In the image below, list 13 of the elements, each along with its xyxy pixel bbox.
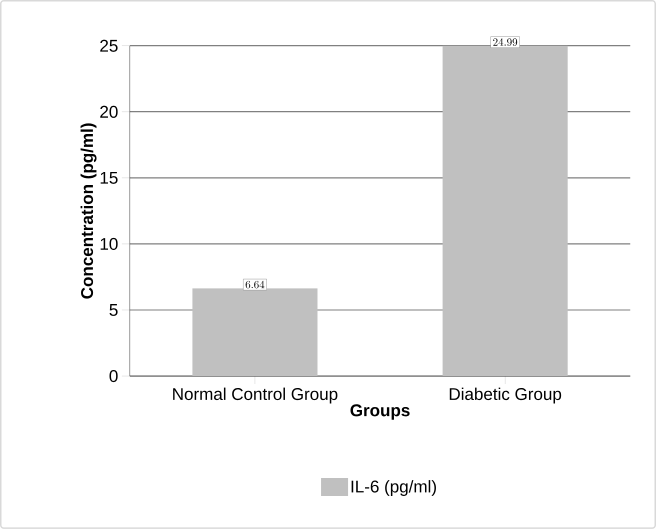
y-tick-label: 10 [100,238,118,250]
x-tick-label: Diabetic Group [450,388,562,404]
y-tick-label: 15 [100,172,118,184]
y-tick-label: 5 [110,304,118,316]
data-label: 24.99 [493,38,518,46]
y-tick-label: 20 [100,106,118,118]
legend-label: IL-6 (pg/ml) [352,480,436,496]
y-axis-title: Concentration (pg/ml) [80,123,97,299]
y-tick-label: 25 [100,40,118,52]
data-label: 6.64 [246,280,264,288]
x-axis-title: Groups [350,404,410,420]
y-tick-label: 0 [110,370,118,382]
x-tick-label: Normal Control Group [173,388,338,404]
